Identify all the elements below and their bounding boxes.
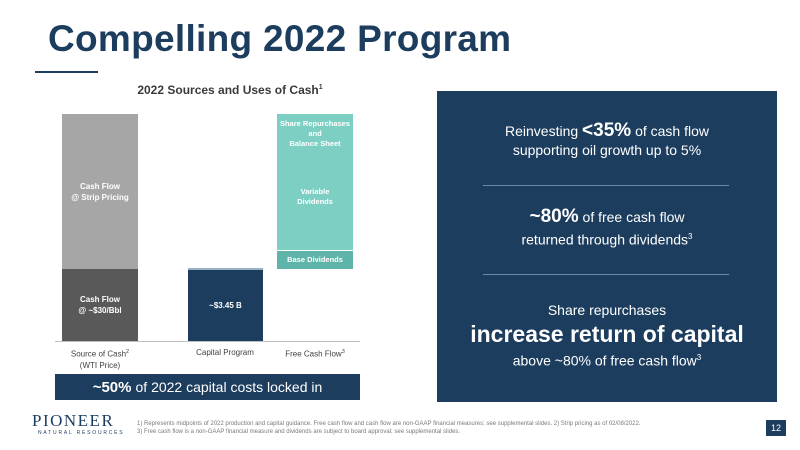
highlight-share-repurchases-line1: Share repurchases (547, 302, 667, 318)
highlight-share-repurchases: Share repurchases increase return of cap… (437, 301, 777, 371)
logo-wordmark: PIONEER (32, 411, 115, 430)
bar-cash-flow-30-label: Cash Flow @ ~$30/Bbl (78, 295, 122, 315)
company-logo: PIONEER NATURAL RESOURCES (32, 412, 124, 437)
bar-free-cash-flow-upper: Share Repurchases and Balance Sheet Vari… (277, 114, 353, 250)
segment-divider (277, 250, 353, 251)
axis-label-fcf-text: Free Cash Flow (285, 349, 342, 359)
highlight-reinvesting-line2: supporting oil growth up to 5% (512, 142, 702, 158)
chart-title-text: 2022 Sources and Uses of Cash (137, 83, 319, 97)
axis-label-source: Source of Cash2 (WTI Price) (55, 347, 145, 371)
highlight-share-repurchases-line3: above ~80% of free cash flow (512, 352, 697, 369)
highlight-reinvesting-pre: Reinvesting (505, 123, 579, 139)
chart-baseline (55, 341, 360, 342)
bar-capital-program-label: ~$3.45 B (209, 301, 242, 310)
page-title: Compelling 2022 Program (48, 18, 512, 59)
bar-capital-program: ~$3.45 B (188, 268, 263, 341)
bar-cash-flow-strip: Cash Flow @ Strip Pricing (62, 114, 138, 269)
chart-title-footnote-ref: 1 (318, 84, 323, 91)
segment-share-repurchases-label: Share Repurchases and Balance Sheet (279, 119, 351, 148)
highlight-share-repurchases-footnote-ref: 3 (696, 353, 702, 362)
segment-base-dividends: Base Dividends (277, 251, 353, 269)
title-underline (35, 71, 98, 73)
highlight-dividends-value: ~80% (529, 206, 579, 227)
highlight-reinvesting: Reinvesting <35% of cash flow supporting… (437, 121, 777, 160)
axis-label-source-text: Source of Cash (70, 349, 127, 359)
bar-cash-flow-30: Cash Flow @ ~$30/Bbl (62, 269, 138, 341)
logo-subtitle: NATURAL RESOURCES (38, 430, 125, 436)
bar-cash-flow-strip-label: Cash Flow @ Strip Pricing (71, 181, 129, 202)
panel-divider-1 (483, 185, 729, 186)
highlight-share-repurchases-headline: increase return of capital (470, 321, 744, 347)
highlight-dividends-post: of free cash flow (582, 209, 685, 225)
highlight-dividends-line2: returned through dividends (521, 231, 689, 248)
axis-label-capex: Capital Program (196, 348, 254, 357)
highlights-panel: Reinvesting <35% of cash flow supporting… (437, 91, 777, 402)
highlight-reinvesting-post: of cash flow (635, 123, 709, 139)
panel-divider-2 (483, 274, 729, 275)
axis-label-fcf: Free Cash Flow3 (270, 347, 360, 360)
capital-locked-pct: ~50% (92, 378, 132, 396)
capital-locked-banner: ~50% of 2022 capital costs locked in (55, 374, 360, 400)
highlight-dividends: ~80% of free cash flow returned through … (437, 207, 777, 250)
highlight-dividends-footnote-ref: 3 (688, 232, 693, 241)
footnotes: 1) Represents midpoints of 2022 producti… (137, 420, 747, 436)
segment-base-dividends-label: Base Dividends (287, 255, 343, 264)
axis-label-source-sub: (WTI Price) (79, 360, 121, 370)
capital-locked-text: of 2022 capital costs locked in (135, 379, 323, 395)
axis-label-fcf-footnote-ref: 3 (341, 349, 345, 355)
axis-label-source-footnote-ref: 2 (126, 349, 130, 355)
footnote-line-2: 3) Free cash flow is a non-GAAP financia… (137, 429, 461, 435)
page-number: 12 (766, 420, 786, 436)
chart-title: 2022 Sources and Uses of Cash1 (80, 83, 380, 97)
segment-variable-dividends-label: Variable Dividends (297, 187, 333, 206)
highlight-reinvesting-value: <35% (582, 120, 632, 141)
footnote-line-1: 1) Represents midpoints of 2022 producti… (137, 421, 641, 427)
